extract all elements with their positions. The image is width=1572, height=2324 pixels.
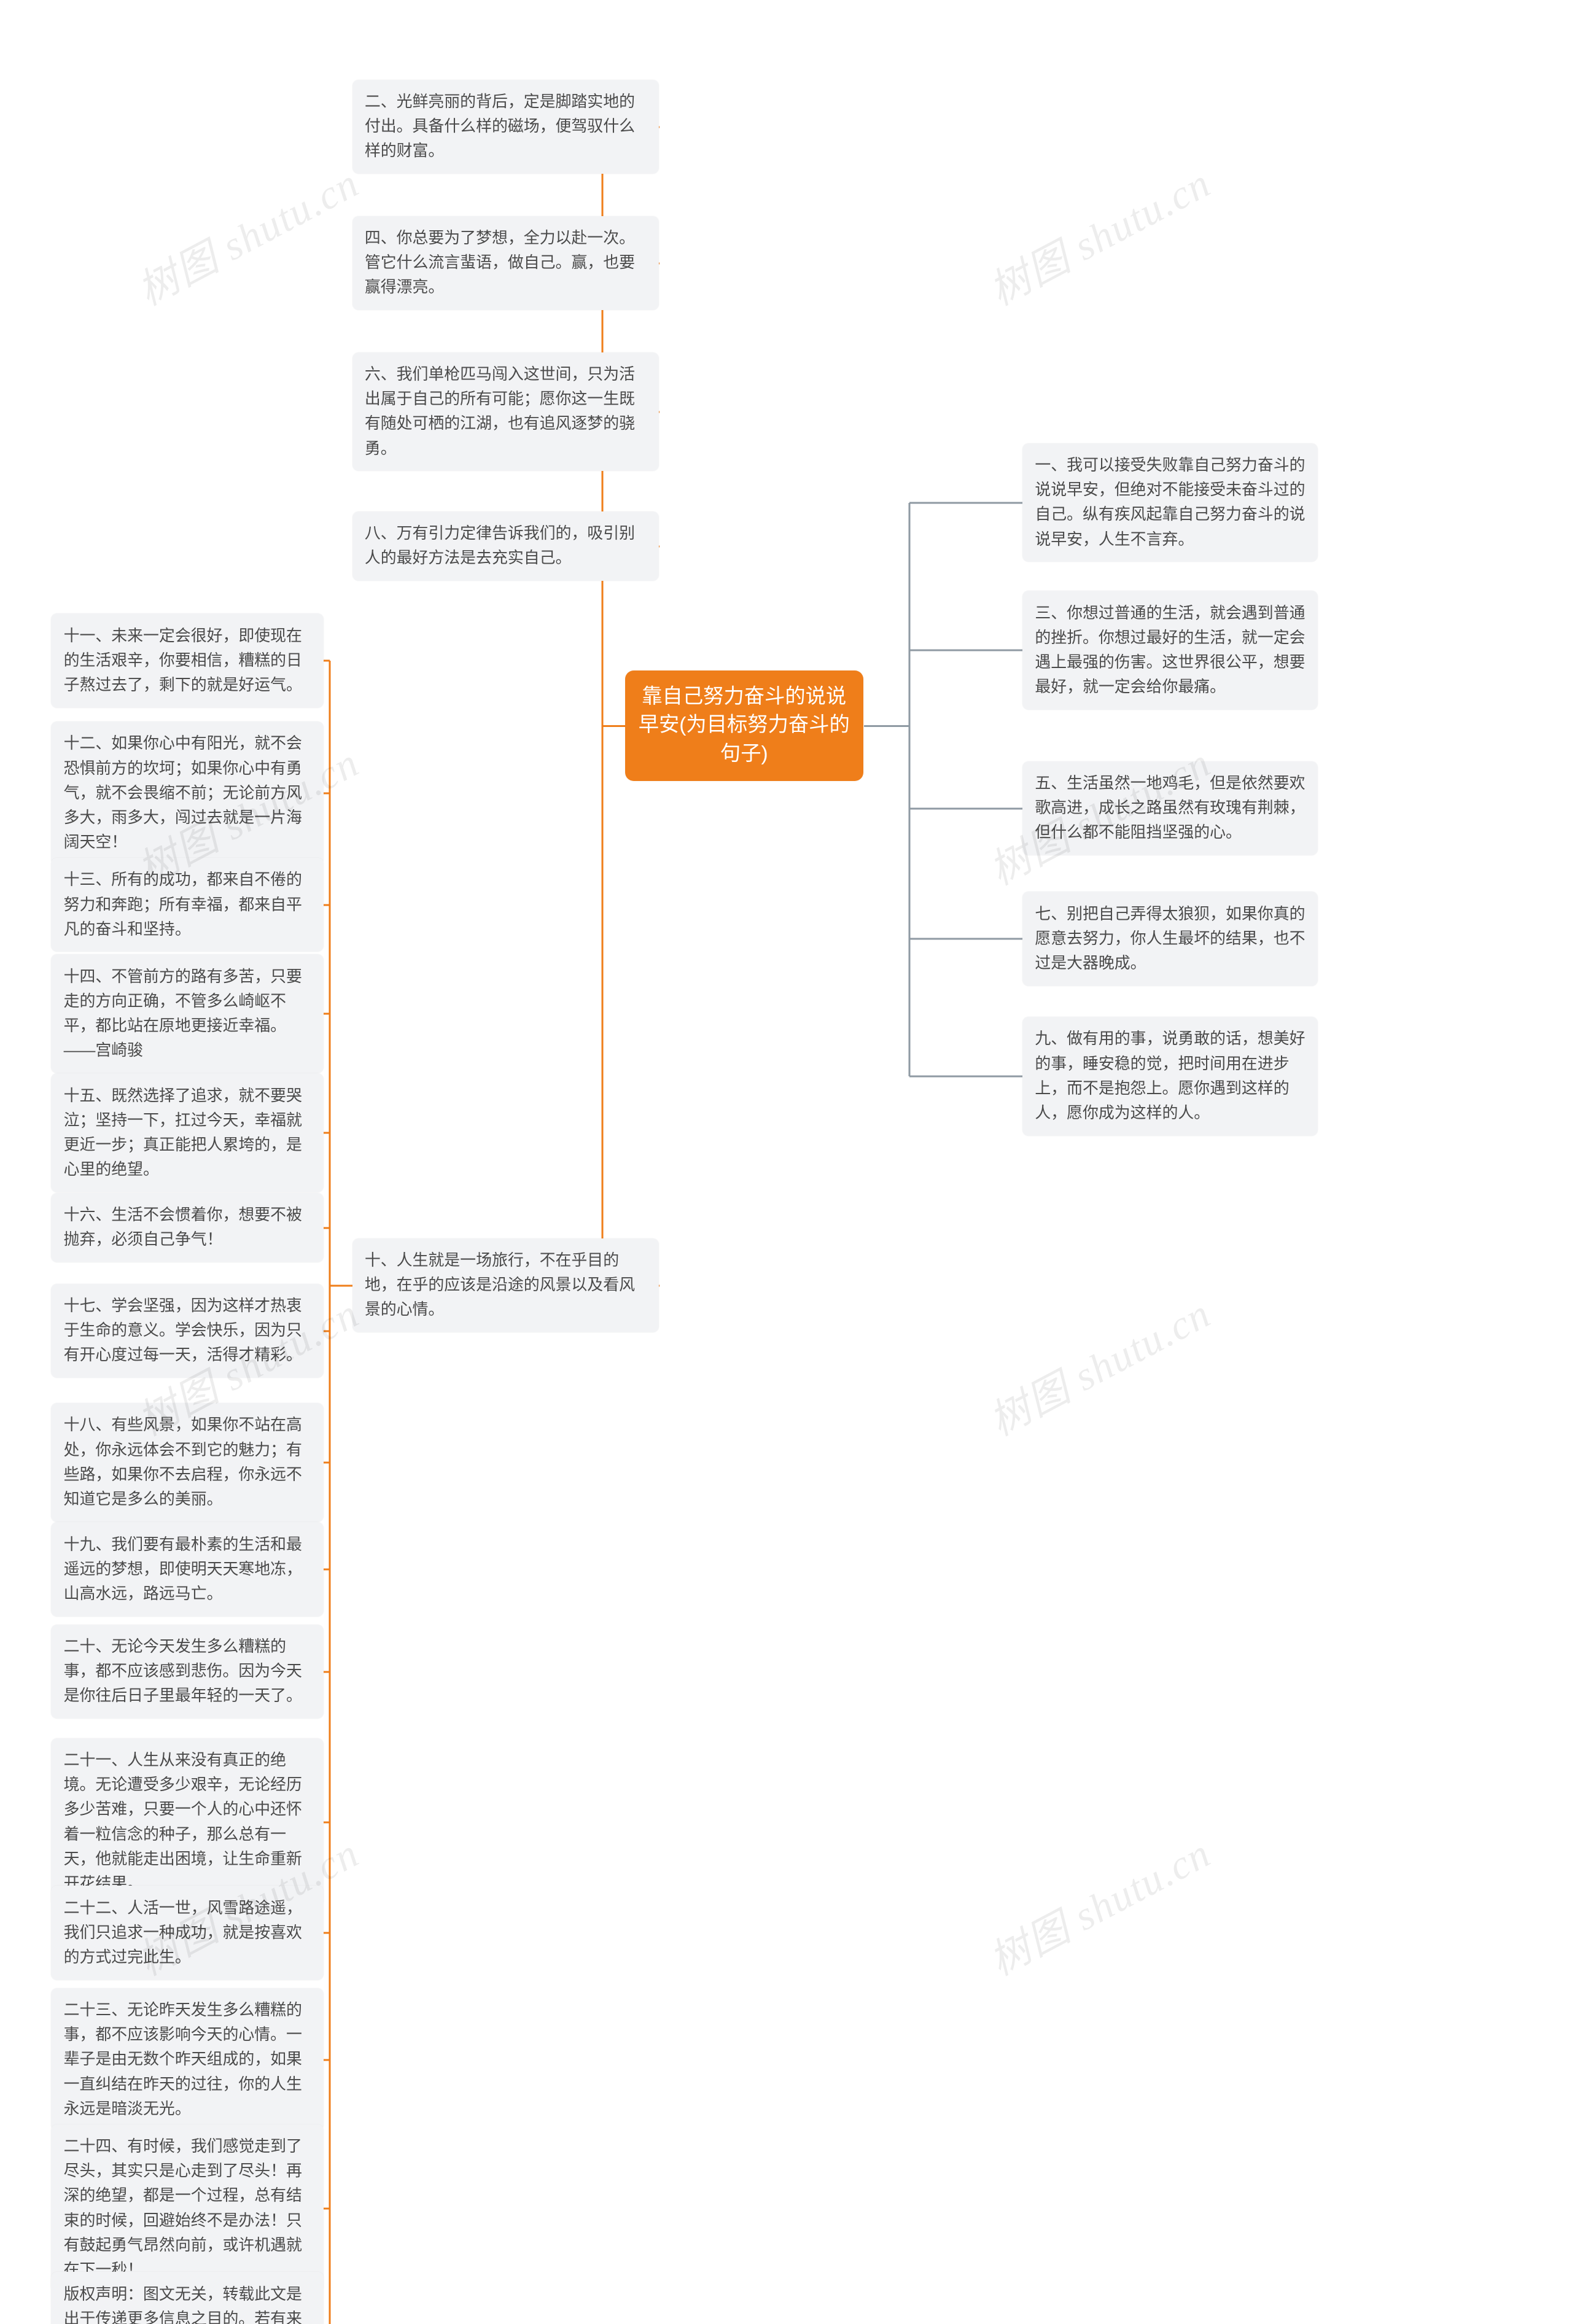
mid-node-m10-text: 十、人生就是一场旅行，不在乎目的地，在乎的应该是沿途的风景以及看风景的心情。 bbox=[365, 1252, 635, 1318]
watermark: 树图 shutu.cn bbox=[978, 1821, 1220, 1987]
mid-node-m2: 二、光鲜亮丽的背后，定是脚踏实地的付出。具备什么样的磁场，便驾驭什么样的财富。 bbox=[352, 80, 660, 174]
left-node-l20: 二十、无论今天发生多么糟糕的事，都不应该感到悲伤。因为今天是你往后日子里最年轻的… bbox=[51, 1625, 324, 1719]
mid-node-m4-text: 四、你总要为了梦想，全力以赴一次。管它什么流言蜚语，做自己。赢，也要赢得漂亮。 bbox=[365, 230, 635, 296]
left-node-lcp: 版权声明：图文无关，转载此文是出于传递更多信息之目的。若有来源标注错误或侵犯了您… bbox=[51, 2272, 324, 2324]
left-node-l11: 十一、未来一定会很好，即使现在的生活艰辛，你要相信，糟糕的日子熬过去了，剩下的就… bbox=[51, 613, 324, 708]
watermark: 树图 shutu.cn bbox=[978, 1281, 1220, 1447]
mid-node-m4: 四、你总要为了梦想，全力以赴一次。管它什么流言蜚语，做自己。赢，也要赢得漂亮。 bbox=[352, 216, 660, 311]
right-node-r1-text: 一、我可以接受失败靠自己努力奋斗的说说早安，但绝对不能接受未奋斗过的自己。纵有疾… bbox=[1035, 457, 1305, 548]
right-node-r7-text: 七、别把自己弄得太狼狈，如果你真的愿意去努力，你人生最坏的结果，也不过是大器晚成… bbox=[1035, 906, 1305, 972]
mid-node-m6-text: 六、我们单枪匹马闯入这世间，只为活出属于自己的所有可能；愿你这一生既有随处可栖的… bbox=[365, 366, 635, 457]
left-node-l14-text: 十四、不管前方的路有多苦，只要走的方向正确，不管多么崎岖不平，都比站在原地更接近… bbox=[64, 968, 302, 1059]
left-node-l24-text: 二十四、有时候，我们感觉走到了尽头，其实只是心走到了尽头！再深的绝望，都是一个过… bbox=[64, 2138, 302, 2279]
left-node-l16-text: 十六、生活不会惯着你，想要不被抛弃，必须自己争气！ bbox=[64, 1207, 302, 1248]
right-node-r7: 七、别把自己弄得太狼狈，如果你真的愿意去努力，你人生最坏的结果，也不过是大器晚成… bbox=[1022, 892, 1318, 986]
right-node-r1: 一、我可以接受失败靠自己努力奋斗的说说早安，但绝对不能接受未奋斗过的自己。纵有疾… bbox=[1022, 443, 1318, 562]
root-node: 靠自己努力奋斗的说说早安(为目标努力奋斗的句子) bbox=[625, 670, 864, 782]
mindmap-canvas: 靠自己努力奋斗的说说早安(为目标努力奋斗的句子) 一、我可以接受失败靠自己努力奋… bbox=[0, 0, 1572, 2324]
right-node-r9: 九、做有用的事，说勇敢的话，想美好的事，睡安稳的觉，把时间用在进步上，而不是抱怨… bbox=[1022, 1017, 1318, 1136]
left-node-l15-text: 十五、既然选择了追求，就不要哭泣；坚持一下，扛过今天，幸福就更近一步；真正能把人… bbox=[64, 1087, 302, 1178]
left-node-l19: 十九、我们要有最朴素的生活和最遥远的梦想，即使明天天寒地冻，山高水远，路远马亡。 bbox=[51, 1522, 324, 1617]
watermark: 树图 shutu.cn bbox=[125, 151, 367, 317]
right-node-r3: 三、你想过普通的生活，就会遇到普通的挫折。你想过最好的生活，就一定会遇上最强的伤… bbox=[1022, 591, 1318, 710]
left-node-l15: 十五、既然选择了追求，就不要哭泣；坚持一下，扛过今天，幸福就更近一步；真正能把人… bbox=[51, 1073, 324, 1192]
left-node-l23: 二十三、无论昨天发生多么糟糕的事，都不应该影响今天的心情。一辈子是由无数个昨天组… bbox=[51, 1988, 324, 2132]
mid-node-m6: 六、我们单枪匹马闯入这世间，只为活出属于自己的所有可能；愿你这一生既有随处可栖的… bbox=[352, 352, 660, 472]
mid-node-m8: 八、万有引力定律告诉我们的，吸引别人的最好方法是去充实自己。 bbox=[352, 511, 660, 581]
left-node-lcp-text: 版权声明：图文无关，转载此文是出于传递更多信息之目的。若有来源标注错误或侵犯了您… bbox=[64, 2286, 302, 2324]
left-node-l19-text: 十九、我们要有最朴素的生活和最遥远的梦想，即使明天天寒地冻，山高水远，路远马亡。 bbox=[64, 1536, 302, 1603]
left-node-l14: 十四、不管前方的路有多苦，只要走的方向正确，不管多么崎岖不平，都比站在原地更接近… bbox=[51, 954, 324, 1073]
left-node-l13-text: 十三、所有的成功，都来自不倦的努力和奔跑；所有幸福，都来自平凡的奋斗和坚持。 bbox=[64, 871, 302, 938]
right-node-r9-text: 九、做有用的事，说勇敢的话，想美好的事，睡安稳的觉，把时间用在进步上，而不是抱怨… bbox=[1035, 1030, 1305, 1121]
left-node-l11-text: 十一、未来一定会很好，即使现在的生活艰辛，你要相信，糟糕的日子熬过去了，剩下的就… bbox=[64, 628, 302, 694]
left-node-l20-text: 二十、无论今天发生多么糟糕的事，都不应该感到悲伤。因为今天是你往后日子里最年轻的… bbox=[64, 1638, 302, 1704]
left-node-l16: 十六、生活不会惯着你，想要不被抛弃，必须自己争气！ bbox=[51, 1193, 324, 1263]
right-node-r3-text: 三、你想过普通的生活，就会遇到普通的挫折。你想过最好的生活，就一定会遇上最强的伤… bbox=[1035, 605, 1305, 696]
root-text: 靠自己努力奋斗的说说早安(为目标努力奋斗的句子) bbox=[639, 685, 850, 765]
watermark: 树图 shutu.cn bbox=[978, 151, 1220, 317]
left-node-l23-text: 二十三、无论昨天发生多么糟糕的事，都不应该影响今天的心情。一辈子是由无数个昨天组… bbox=[64, 2002, 302, 2118]
mid-node-m8-text: 八、万有引力定律告诉我们的，吸引别人的最好方法是去充实自己。 bbox=[365, 525, 635, 567]
mid-node-m2-text: 二、光鲜亮丽的背后，定是脚踏实地的付出。具备什么样的磁场，便驾驭什么样的财富。 bbox=[365, 93, 635, 160]
left-node-l24: 二十四、有时候，我们感觉走到了尽头，其实只是心走到了尽头！再深的绝望，都是一个过… bbox=[51, 2124, 324, 2293]
mid-node-m10: 十、人生就是一场旅行，不在乎目的地，在乎的应该是沿途的风景以及看风景的心情。 bbox=[352, 1238, 660, 1333]
